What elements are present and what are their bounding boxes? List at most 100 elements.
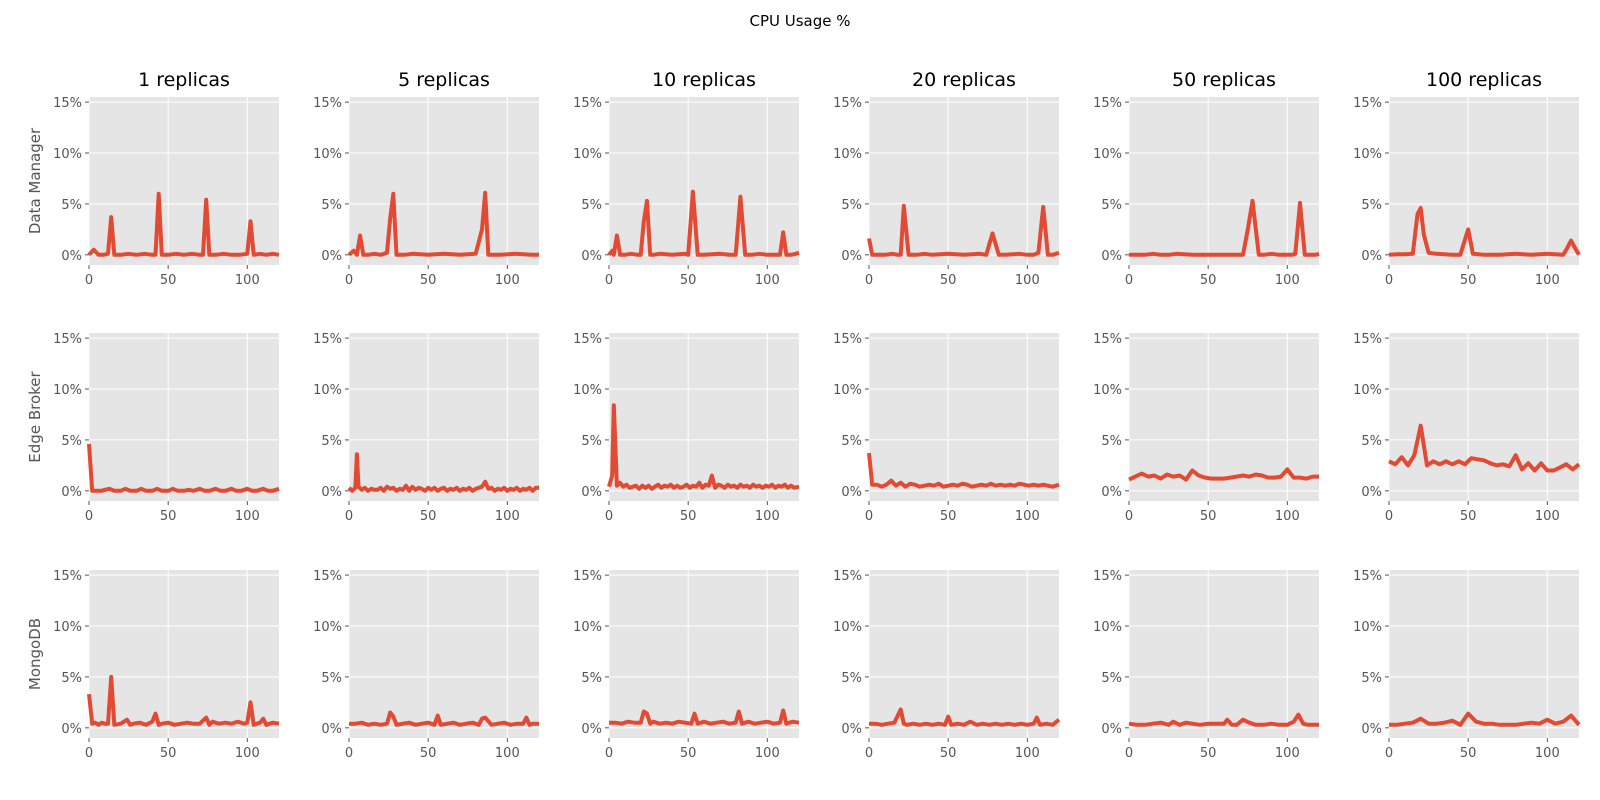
y-tick-label: 10% bbox=[1093, 147, 1122, 162]
y-tick-label: 10% bbox=[1353, 147, 1382, 162]
x-tick-label: 0 bbox=[1125, 746, 1133, 761]
x-tick-label: 0 bbox=[1125, 509, 1133, 524]
y-tick-label: 0% bbox=[1361, 722, 1382, 737]
x-tick-label: 50 bbox=[160, 273, 177, 288]
y-tick-label: 5% bbox=[1361, 434, 1382, 449]
y-tick-label: 5% bbox=[1101, 434, 1122, 449]
y-tick-label: 0% bbox=[581, 249, 602, 264]
y-tick-label: 10% bbox=[313, 383, 342, 398]
panel-background bbox=[1129, 570, 1319, 738]
x-tick-label: 100 bbox=[1275, 746, 1300, 761]
panel-background bbox=[349, 97, 539, 265]
column-title: 100 replicas bbox=[1426, 69, 1542, 91]
y-tick-label: 10% bbox=[573, 147, 602, 162]
y-tick-label: 15% bbox=[1353, 96, 1382, 111]
x-tick-label: 0 bbox=[1385, 746, 1393, 761]
x-tick-label: 50 bbox=[1460, 746, 1477, 761]
x-tick-label: 50 bbox=[1200, 273, 1217, 288]
y-tick-label: 5% bbox=[841, 671, 862, 686]
x-tick-label: 0 bbox=[865, 509, 873, 524]
x-tick-label: 50 bbox=[1460, 509, 1477, 524]
y-tick-label: 10% bbox=[313, 147, 342, 162]
y-tick-label: 5% bbox=[581, 434, 602, 449]
x-tick-label: 50 bbox=[420, 509, 437, 524]
panel-background bbox=[1389, 97, 1579, 265]
x-tick-label: 0 bbox=[1385, 509, 1393, 524]
x-tick-label: 100 bbox=[495, 273, 520, 288]
x-tick-label: 0 bbox=[85, 509, 93, 524]
y-tick-label: 5% bbox=[321, 434, 342, 449]
series-line bbox=[1388, 423, 1581, 473]
y-tick-label: 15% bbox=[833, 332, 862, 347]
panel-background bbox=[869, 97, 1059, 265]
y-tick-label: 15% bbox=[313, 569, 342, 584]
x-tick-label: 50 bbox=[940, 746, 957, 761]
series-line bbox=[347, 452, 539, 493]
panel-background bbox=[609, 333, 799, 501]
panel-background bbox=[349, 570, 539, 738]
panel-background bbox=[609, 570, 799, 738]
series-line bbox=[867, 452, 1060, 489]
x-tick-label: 0 bbox=[865, 273, 873, 288]
y-tick-label: 10% bbox=[1353, 383, 1382, 398]
y-tick-label: 0% bbox=[581, 722, 602, 737]
x-tick-label: 0 bbox=[345, 273, 353, 288]
y-tick-label: 0% bbox=[841, 722, 862, 737]
row-label: MongoDB bbox=[26, 618, 44, 690]
x-tick-label: 50 bbox=[420, 746, 437, 761]
x-tick-label: 0 bbox=[85, 746, 93, 761]
x-tick-label: 0 bbox=[605, 273, 613, 288]
y-tick-label: 10% bbox=[833, 147, 862, 162]
y-tick-label: 0% bbox=[841, 249, 862, 264]
y-tick-label: 15% bbox=[53, 332, 82, 347]
y-tick-label: 10% bbox=[53, 383, 82, 398]
x-tick-label: 0 bbox=[1125, 273, 1133, 288]
x-tick-label: 0 bbox=[345, 746, 353, 761]
series-line bbox=[87, 674, 280, 727]
x-tick-label: 50 bbox=[1200, 509, 1217, 524]
y-tick-label: 10% bbox=[313, 620, 342, 635]
y-tick-label: 0% bbox=[1101, 485, 1122, 500]
y-tick-label: 10% bbox=[573, 383, 602, 398]
y-tick-label: 15% bbox=[833, 96, 862, 111]
x-tick-label: 50 bbox=[940, 509, 957, 524]
y-tick-label: 5% bbox=[61, 198, 82, 213]
x-tick-label: 50 bbox=[1460, 273, 1477, 288]
x-tick-label: 100 bbox=[1535, 509, 1560, 524]
x-tick-label: 0 bbox=[345, 509, 353, 524]
panel-background bbox=[89, 333, 279, 501]
y-tick-label: 5% bbox=[321, 671, 342, 686]
x-tick-label: 50 bbox=[160, 509, 177, 524]
y-tick-label: 15% bbox=[53, 96, 82, 111]
series-line bbox=[607, 189, 800, 257]
y-tick-label: 5% bbox=[841, 434, 862, 449]
x-tick-label: 100 bbox=[235, 273, 260, 288]
y-tick-label: 15% bbox=[833, 569, 862, 584]
x-tick-label: 100 bbox=[1015, 273, 1040, 288]
y-tick-label: 15% bbox=[1093, 332, 1122, 347]
y-tick-label: 5% bbox=[1101, 671, 1122, 686]
x-tick-label: 50 bbox=[680, 509, 697, 524]
panel-background bbox=[1389, 333, 1579, 501]
series-line bbox=[869, 707, 1061, 727]
series-line bbox=[607, 403, 800, 491]
series-line bbox=[1128, 467, 1319, 482]
y-tick-label: 15% bbox=[573, 332, 602, 347]
y-tick-label: 10% bbox=[573, 620, 602, 635]
panel-background bbox=[1389, 570, 1579, 738]
series-line bbox=[1128, 712, 1319, 727]
x-tick-label: 50 bbox=[680, 273, 697, 288]
column-title: 10 replicas bbox=[652, 69, 756, 91]
x-tick-label: 50 bbox=[1200, 746, 1217, 761]
column-title: 1 replicas bbox=[138, 69, 230, 91]
series-line bbox=[349, 710, 539, 727]
x-tick-label: 50 bbox=[420, 273, 437, 288]
y-tick-label: 10% bbox=[53, 147, 82, 162]
y-tick-label: 10% bbox=[1093, 383, 1122, 398]
x-tick-label: 0 bbox=[605, 509, 613, 524]
y-tick-label: 0% bbox=[1361, 485, 1382, 500]
y-tick-label: 0% bbox=[1361, 249, 1382, 264]
x-tick-label: 0 bbox=[605, 746, 613, 761]
y-tick-label: 5% bbox=[581, 198, 602, 213]
x-tick-label: 100 bbox=[495, 509, 520, 524]
